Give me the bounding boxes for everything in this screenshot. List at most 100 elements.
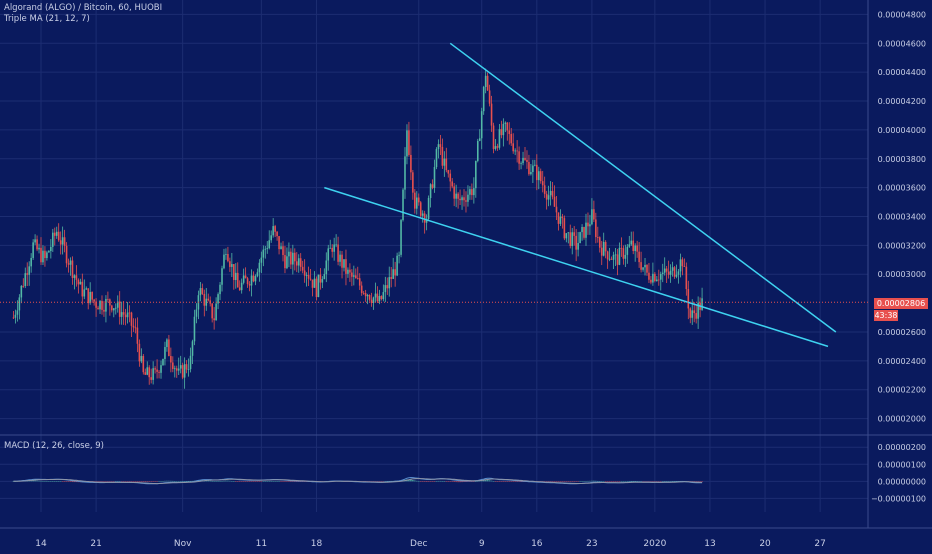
y-tick-label: 0.00003600	[878, 184, 926, 193]
countdown-badge: 43:38	[874, 310, 898, 321]
candle-body	[691, 310, 694, 318]
macd-histogram-bar	[597, 480, 599, 482]
candle-body	[264, 248, 267, 250]
candle-body	[333, 244, 335, 252]
macd-histogram-bar	[142, 481, 145, 482]
candle-body	[20, 285, 23, 298]
macd-histogram-bar	[225, 480, 227, 482]
candle-body	[201, 288, 204, 294]
candle-body	[83, 289, 86, 297]
macd-histogram-bar	[648, 481, 650, 482]
candle-body	[355, 275, 357, 279]
candle-body	[539, 171, 542, 182]
macd-histogram-bar	[581, 481, 583, 482]
candle-body	[166, 339, 168, 348]
candle-body	[382, 292, 385, 300]
candle-body	[677, 271, 680, 275]
macd-histogram-bar	[248, 481, 251, 482]
trendlines[interactable]	[324, 42, 837, 348]
candle-body	[425, 218, 428, 223]
candle-body	[254, 276, 257, 282]
macd-histogram-bar	[606, 481, 609, 482]
macd-histogram-bar	[158, 481, 160, 482]
macd-histogram-bar	[502, 481, 505, 482]
candle-body	[276, 231, 278, 237]
candle-body	[451, 181, 454, 187]
macd-histogram-bar	[618, 481, 621, 482]
candle-body	[126, 312, 129, 318]
macd-histogram-bar	[634, 481, 636, 482]
candle-body	[459, 198, 461, 201]
candle-body	[368, 295, 371, 300]
macd-histogram-bar	[697, 481, 699, 482]
macd-histogram-bar	[656, 481, 658, 482]
candle-body	[331, 247, 333, 252]
macd-histogram-bar	[266, 481, 269, 482]
candle-body	[236, 272, 239, 288]
macd-histogram-bar	[654, 481, 656, 482]
macd-histogram-bar	[246, 481, 249, 482]
macd-histogram-bar	[421, 481, 424, 482]
candle-body	[484, 75, 487, 87]
candle-body	[81, 281, 84, 297]
candle-body	[465, 200, 467, 202]
macd-histogram-bar	[260, 481, 263, 482]
candle-body	[545, 193, 548, 200]
candle-body	[30, 257, 32, 267]
candle-body	[219, 284, 221, 295]
macd-histogram-bar	[242, 481, 245, 482]
candle-body	[128, 312, 131, 314]
candle-body	[18, 297, 21, 311]
candle-body	[231, 264, 233, 267]
macd-histogram-bar	[286, 481, 288, 482]
candle-body	[313, 278, 316, 288]
candle-body	[205, 298, 208, 306]
candle-body	[652, 273, 654, 283]
macd-histogram-bar	[455, 481, 457, 483]
macd-histogram-bar	[482, 480, 485, 482]
candle-body	[376, 293, 379, 302]
candle-body	[486, 75, 489, 91]
candle-body	[396, 255, 398, 276]
candle-body	[630, 240, 633, 245]
macd-histogram-bar	[616, 481, 619, 482]
macd-y-tick-label: −0.00000100	[871, 494, 926, 503]
candle-body	[327, 248, 330, 261]
macd-histogram-bar	[292, 481, 294, 482]
candle-body	[679, 259, 682, 272]
macd-histogram-bar	[488, 480, 491, 482]
candle-body	[565, 233, 568, 239]
macd-histogram-bar	[624, 481, 627, 482]
macd-histogram-bar	[437, 480, 440, 482]
candle-body	[541, 181, 544, 186]
macd-histogram-bar	[626, 481, 629, 482]
macd-histogram-bar	[561, 481, 564, 482]
macd-histogram-bar	[160, 481, 162, 482]
macd-histogram-bar	[50, 481, 52, 482]
macd-histogram-bar	[382, 481, 385, 482]
candle-body	[315, 278, 318, 298]
macd-histogram-bar	[209, 480, 212, 482]
candle-body	[478, 138, 481, 141]
macd-histogram-bar	[274, 481, 276, 482]
candle-body	[77, 279, 80, 285]
candle-body	[290, 251, 292, 265]
candle-body	[687, 289, 690, 309]
macd-histogram-bar	[217, 481, 219, 482]
candle-body	[132, 325, 135, 328]
macd-histogram-bar	[427, 481, 430, 482]
macd-histogram-bar	[650, 481, 652, 482]
macd-histogram-bar	[419, 481, 422, 482]
candle-body	[667, 271, 670, 275]
macd-histogram-bar	[563, 481, 566, 482]
candle-body	[22, 285, 25, 287]
candle-body	[55, 231, 58, 236]
macd-histogram-bar	[231, 480, 233, 482]
macd-histogram-bar	[183, 481, 186, 482]
macd-histogram-bar	[695, 481, 697, 482]
macd-histogram-bar	[459, 481, 461, 483]
candle-body	[648, 272, 650, 280]
candle-body	[685, 266, 688, 290]
